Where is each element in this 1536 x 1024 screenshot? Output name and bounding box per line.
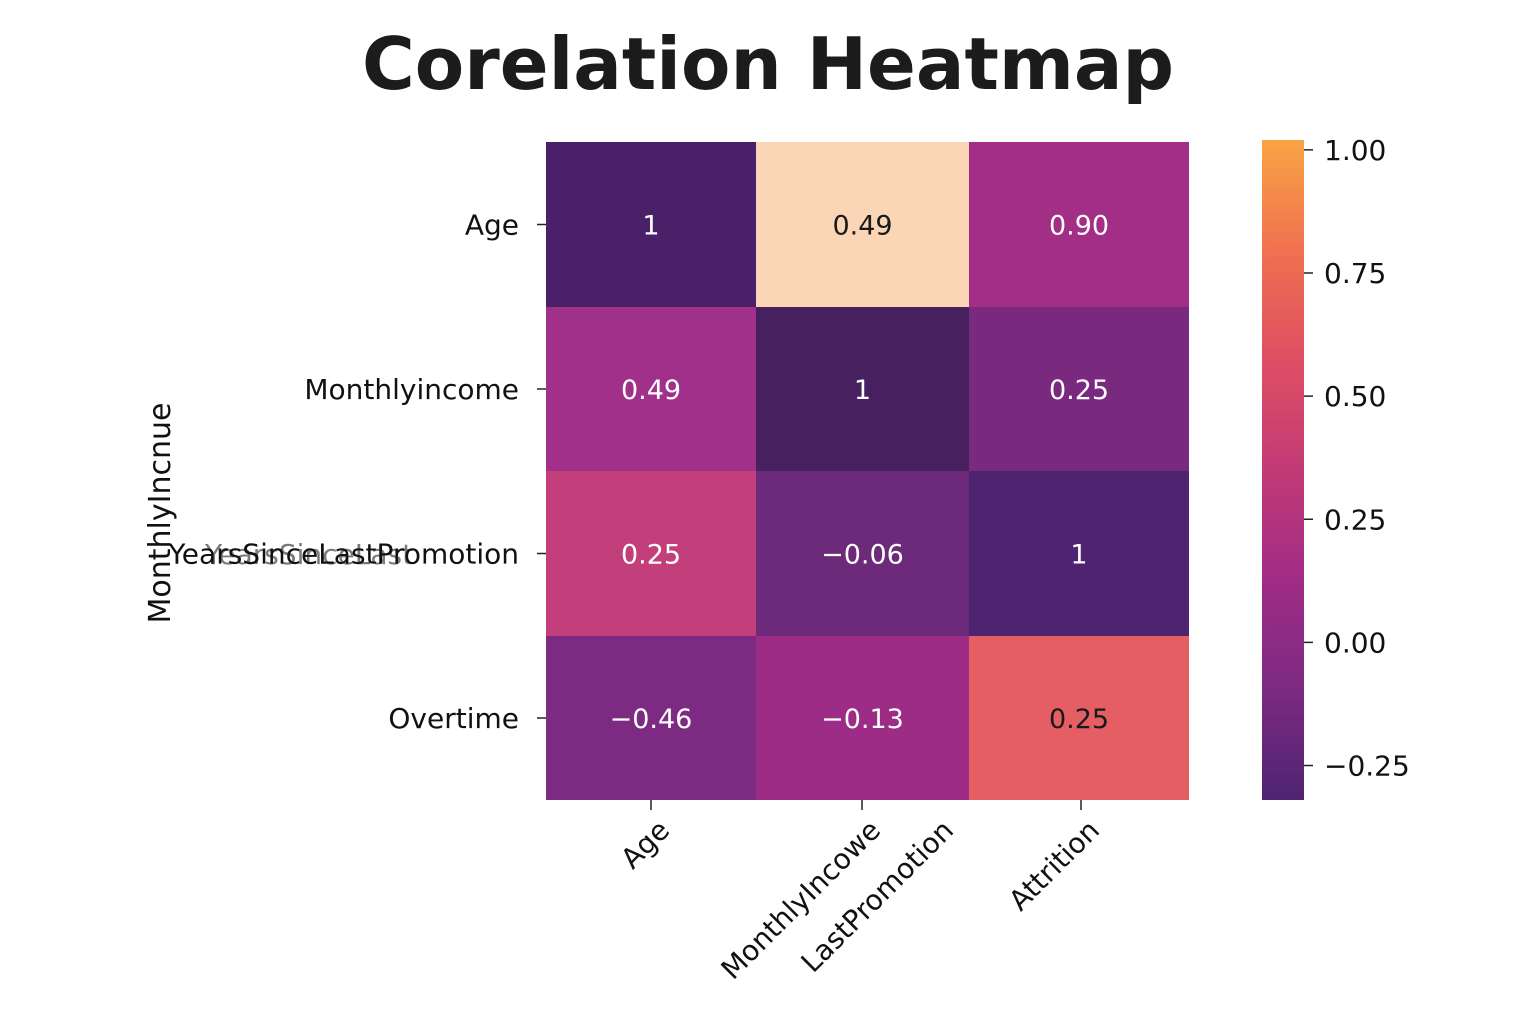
heatmap-cell	[969, 471, 1189, 636]
heatmap-cell	[546, 636, 756, 800]
colorbar-tick-label: 0.25	[1324, 503, 1386, 536]
x-tick-label: Attrition	[1002, 814, 1106, 918]
colorbar-tick-label: 1.00	[1324, 134, 1386, 167]
heatmap-cell	[546, 471, 756, 636]
cell-value-label: −0.13	[821, 704, 904, 735]
y-tick-label: Monthlyincome	[304, 373, 519, 406]
y-tick-label-overlay: YearsSinceLast	[204, 538, 413, 571]
y-axis-title: MonthlyIncnue	[143, 403, 178, 624]
heatmap-cell	[969, 142, 1189, 307]
cell-value-label: 0.25	[1049, 704, 1109, 735]
cell-value-label: 0.25	[621, 540, 681, 571]
cell-value-label: 0.25	[1049, 375, 1109, 406]
heatmap-cells: 1 0.49 0.90 0.49 1 0.25 0.25 −0.06 1 −0.46 −0.13 0.…	[546, 142, 1189, 800]
x-tick-label: Age	[614, 814, 676, 876]
colorbar-tick-label: 0.00	[1324, 626, 1386, 659]
cell-value-label: 0.49	[621, 375, 681, 406]
heatmap-cell	[969, 307, 1189, 471]
colorbar-tick-label: −0.25	[1324, 750, 1410, 783]
colorbar: 1.00 0.75 0.50 0.25 0.00 −0.25	[1262, 134, 1410, 800]
heatmap-cell	[969, 636, 1189, 800]
chart-title: Corelation Heatmap	[361, 22, 1175, 106]
colorbar-gradient	[1262, 140, 1304, 800]
heatmap-cell	[756, 307, 969, 471]
heatmap-cell	[756, 636, 969, 800]
colorbar-tick-label: 0.75	[1324, 257, 1386, 290]
heatmap-cell	[756, 471, 969, 636]
heatmap-cell	[756, 142, 969, 307]
cell-value-label: 0.90	[1049, 211, 1109, 242]
cell-value-label: −0.06	[821, 540, 904, 571]
y-tick-label: Age	[465, 209, 519, 242]
cell-value-label: 0.49	[832, 211, 892, 242]
heatmap-cell	[546, 307, 756, 471]
cell-value-label: −0.46	[610, 704, 693, 735]
y-tick-label: YearsSinceLastPromotion	[167, 538, 519, 571]
y-tick-label: Overtime	[388, 702, 519, 735]
cell-value-label: 1	[854, 375, 871, 406]
cell-value-label: 1	[1070, 540, 1087, 571]
heatmap-cell	[546, 142, 756, 307]
colorbar-tick-label: 0.50	[1324, 380, 1386, 413]
cell-value-label: 1	[642, 211, 659, 242]
